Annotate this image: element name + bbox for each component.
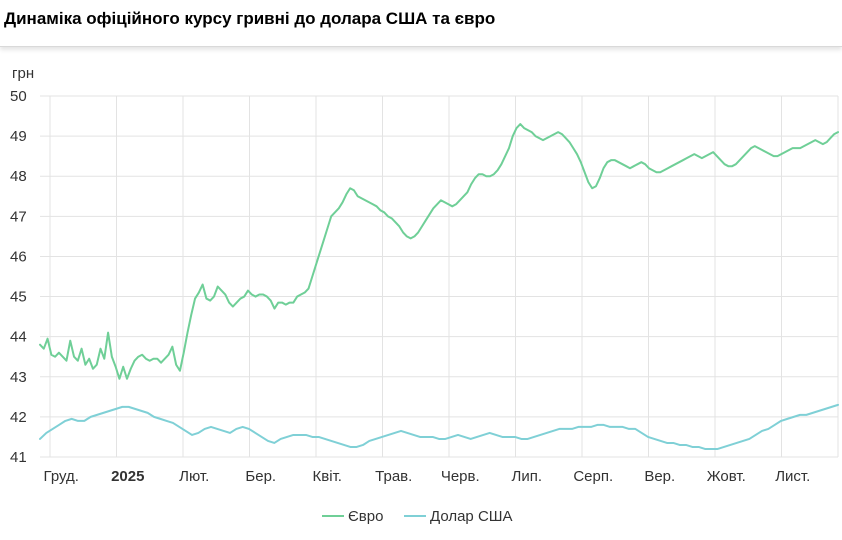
y-tick-label: 42 [10,409,27,426]
x-tick-label: Груд. [44,468,79,485]
y-tick-label: 44 [10,329,27,346]
y-axis: грн 41 42 43 44 45 46 47 48 49 50 [10,65,34,466]
legend-label: Євро [348,508,383,525]
x-tick-label: Жовт. [707,468,746,485]
x-tick-label: Трав. [375,468,412,485]
grid [40,95,839,458]
x-tick-label: Черв. [441,468,480,485]
y-tick-label: 46 [10,248,27,265]
legend-item-0[interactable]: Євро [322,508,383,525]
y-tick-label: 48 [10,168,27,185]
series-line-1 [39,403,839,450]
y-tick-label: 45 [10,289,27,306]
y-tick-label: 43 [10,369,27,386]
x-tick-label: Квіт. [313,468,342,485]
series-lines [39,123,839,450]
x-axis: Груд. 2025 Лют. Бер. Квіт. Трав. Черв. Лип. Серп… [44,468,811,485]
legend[interactable]: Євро Долар США [322,508,513,525]
legend-label: Долар США [430,508,513,525]
x-tick-label: Серп. [573,468,613,485]
y-tick-label: 50 [10,88,27,105]
y-tick-label: 41 [10,449,27,466]
y-tick-label: 49 [10,128,27,145]
series-line-0 [39,123,839,380]
x-tick-label: Лют. [179,468,209,485]
chart-title: Динаміка офіційного курсу гривні до дола… [4,9,496,28]
x-tick-label: 2025 [111,468,144,485]
legend-item-1[interactable]: Долар США [404,508,513,525]
y-tick-label: 47 [10,208,27,225]
x-tick-label: Лист. [775,468,810,485]
x-tick-label: Вер. [644,468,675,485]
x-tick-label: Лип. [511,468,542,485]
title-bar: Динаміка офіційного курсу гривні до дола… [0,0,842,47]
y-axis-label: грн [12,65,34,82]
x-tick-label: Бер. [245,468,276,485]
